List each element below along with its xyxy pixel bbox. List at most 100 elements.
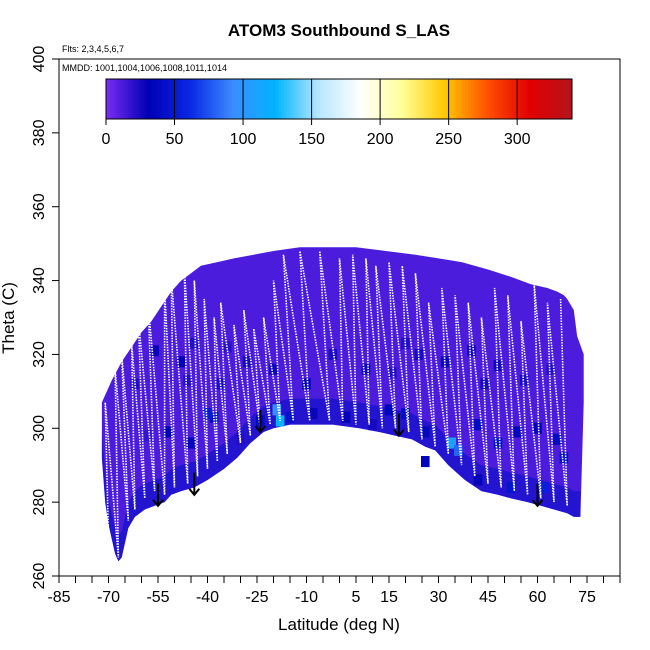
colorbar-segment xyxy=(127,79,132,119)
colorbar-segment xyxy=(212,79,217,119)
colorbar-segment xyxy=(506,79,510,119)
x-axis: -85 -70 -55 -40 -25 -10 5 15 30 45 60 75 xyxy=(47,576,621,606)
colorbar-segment xyxy=(226,79,230,119)
colorbar-segment xyxy=(264,79,269,119)
colorbar-segment xyxy=(254,79,258,119)
heatmap-cell xyxy=(414,348,423,360)
colorbar-segment xyxy=(111,79,115,119)
colorbar-segment xyxy=(519,79,524,119)
colorbar-segment xyxy=(503,79,507,119)
colorbar-segment xyxy=(180,79,184,119)
heatmap-cell xyxy=(368,419,377,431)
heatmap-cell xyxy=(143,430,153,442)
colorbar-segment xyxy=(511,79,515,119)
y-tick-label: 320 xyxy=(31,341,48,368)
y-axis-label: Theta (C) xyxy=(0,282,18,354)
chart-title: ATOM3 Southbound S_LAS xyxy=(228,21,450,40)
colorbar-segment xyxy=(122,79,126,119)
colorbar-segment xyxy=(530,79,535,119)
heatmap-cell xyxy=(275,415,285,427)
colorbar-segment xyxy=(393,79,397,119)
colorbar-segment xyxy=(325,79,329,119)
colorbar-segment xyxy=(358,79,362,119)
colorbar-segment xyxy=(522,79,526,119)
colorbar-segment xyxy=(561,79,565,119)
colorbar-segment xyxy=(456,79,461,119)
colorbar-segment xyxy=(467,79,471,119)
x-tick-label: -85 xyxy=(47,589,70,606)
y-tick-label: 340 xyxy=(31,267,48,294)
colorbar-segment xyxy=(322,79,326,119)
y-tick-label: 280 xyxy=(31,489,48,516)
colorbar-segment xyxy=(106,79,110,119)
colorbar-segment xyxy=(459,79,463,119)
colorbar-segment xyxy=(399,79,403,119)
colorbar-segment xyxy=(380,79,384,119)
y-tick-label: 360 xyxy=(31,193,48,220)
colorbar-segment xyxy=(262,79,266,119)
colorbar-segment xyxy=(495,79,499,119)
colorbar-segment xyxy=(462,79,466,119)
colorbar-segment xyxy=(547,79,551,119)
colorbar-segment xyxy=(295,79,299,119)
colorbar-segment xyxy=(292,79,296,119)
x-tick-label: -70 xyxy=(97,589,120,606)
heatmap-cell xyxy=(553,433,562,445)
colorbar-segment xyxy=(528,79,532,119)
heatmap-cell xyxy=(421,426,430,438)
colorbar-segment xyxy=(566,79,570,119)
colorbar-segment xyxy=(243,79,247,119)
colorbar-segment xyxy=(177,79,181,119)
colorbar-segment xyxy=(352,79,356,119)
colorbar-segment xyxy=(333,79,337,119)
colorbar-segment xyxy=(166,79,170,119)
x-tick-label: -55 xyxy=(146,589,169,606)
heatmap-cell xyxy=(473,419,483,431)
colorbar-segment xyxy=(237,79,241,119)
y-tick-label: 300 xyxy=(31,415,48,442)
colorbar-tick-label: 150 xyxy=(298,131,325,148)
colorbar-segment xyxy=(432,79,436,119)
heatmap-cell xyxy=(269,363,278,375)
colorbar-segment xyxy=(300,79,304,119)
colorbar-segment xyxy=(171,79,175,119)
lower-band xyxy=(101,398,581,562)
x-tick-label: 30 xyxy=(430,589,448,606)
x-tick-label: -10 xyxy=(295,589,318,606)
colorbar-segment xyxy=(286,79,291,119)
colorbar-segment xyxy=(421,79,425,119)
colorbar-segment xyxy=(130,79,134,119)
colorbar-segment xyxy=(404,79,408,119)
colorbar-segment xyxy=(465,79,469,119)
x-tick-label: 5 xyxy=(352,589,361,606)
colorbar-segment xyxy=(108,79,112,119)
colorbar-segment xyxy=(218,79,222,119)
heatmap-cell xyxy=(361,363,371,375)
colorbar-segment xyxy=(363,79,367,119)
heatmap-cell xyxy=(546,363,555,375)
colorbar-segment xyxy=(429,79,433,119)
colorbar-segment xyxy=(473,79,477,119)
flights-note: Flts: 2,3,4,5,6,7 xyxy=(62,44,124,54)
colorbar-segment xyxy=(149,79,153,119)
colorbar-segment xyxy=(308,79,312,119)
colorbar-segment xyxy=(251,79,255,119)
colorbar-segment xyxy=(199,79,203,119)
colorbar-segment xyxy=(563,79,567,119)
colorbar-tick-label: 200 xyxy=(367,131,394,148)
colorbar-segment xyxy=(116,79,121,119)
colorbar-segment xyxy=(240,79,244,119)
colorbar-segment xyxy=(374,79,378,119)
colorbar-segment xyxy=(314,79,318,119)
heatmap-cell xyxy=(401,408,410,420)
colorbar-segment xyxy=(451,79,455,119)
colorbar-segment xyxy=(281,79,285,119)
colorbar-segment xyxy=(229,79,233,119)
heatmap-cell xyxy=(559,452,569,464)
colorbar-segment xyxy=(481,79,485,119)
colorbar-segment xyxy=(284,79,288,119)
heatmap-cell xyxy=(467,345,476,357)
colorbar-segment xyxy=(319,79,323,119)
heatmap-cell xyxy=(272,404,282,416)
colorbar-segment xyxy=(289,79,293,119)
